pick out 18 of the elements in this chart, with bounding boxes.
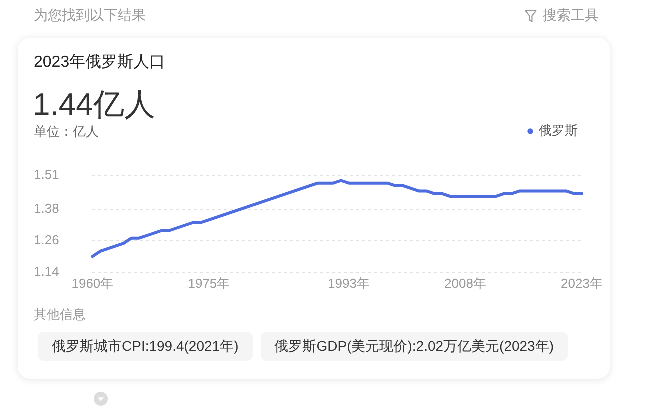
y-tick-label: 1.26 [34, 232, 60, 248]
x-tick-label: 1975年 [188, 276, 230, 291]
text: 为您找到以下结果 [34, 7, 146, 25]
x-tick-label: 1993年 [328, 276, 370, 291]
info-chip: 俄罗斯GDP(美元现价):2.02万亿美元(2023年) [260, 332, 568, 361]
y-axis-title: 单位：亿人 [34, 123, 99, 141]
x-tick-label: 2008年 [444, 276, 486, 291]
x-tick-label: 2023年 [561, 276, 603, 291]
chart-subtitle: 1.44亿人 [33, 87, 156, 122]
y-tick-label: 1.51 [34, 167, 60, 182]
x-tick-label: 1960年 [72, 276, 114, 291]
text: 其他信息 [34, 306, 86, 324]
y-tick-label: 1.38 [34, 201, 60, 216]
text: 搜索工具 [543, 7, 599, 25]
chart-title: 2023年俄罗斯人口 [34, 52, 166, 73]
legend-label: 俄罗斯 [539, 123, 578, 138]
y-tick-label: 1.14 [34, 264, 60, 279]
info-chip: 俄罗斯城市CPI:199.4(2021年) [38, 332, 253, 361]
